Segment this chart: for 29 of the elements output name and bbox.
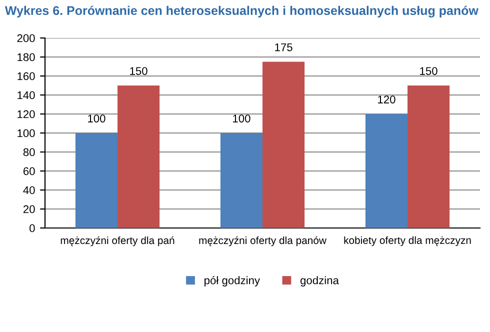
data-label: 175 — [275, 43, 292, 52]
x-tick-label: kobiety oferty dla mężczyzn — [344, 236, 471, 246]
bar — [262, 62, 305, 228]
y-tick-label: 100 — [18, 129, 35, 138]
y-tick-label: 40 — [23, 186, 35, 194]
y-tick-label: 0 — [30, 224, 35, 232]
data-label: 100 — [233, 114, 250, 122]
y-tick-label: 180 — [18, 53, 35, 62]
y-tick-label: 160 — [18, 72, 35, 80]
data-label: 120 — [378, 96, 396, 104]
bar — [408, 86, 450, 228]
x-tick-label: mężczyźni oferty dla panów — [199, 236, 327, 246]
bar — [365, 114, 408, 228]
data-label: 150 — [130, 67, 148, 75]
legend-label: pół godziny — [204, 276, 260, 286]
y-tick-label: 20 — [23, 205, 35, 214]
y-tick-label: 200 — [17, 34, 35, 42]
chart-title: Wykres 6. Porównanie cen heteroseksualnych i homoseksualnych usług panów — [4, 6, 478, 18]
data-label: 100 — [88, 114, 106, 122]
x-tick-label: mężczyźni oferty dla pań — [60, 236, 174, 246]
data-label: 150 — [420, 67, 438, 75]
y-tick-label: 80 — [23, 148, 35, 156]
y-tick-label: 140 — [18, 91, 35, 100]
bar — [75, 133, 118, 228]
y-tick-label: 60 — [23, 167, 35, 176]
y-tick-label: 120 — [18, 110, 35, 118]
bar — [118, 86, 160, 228]
bar — [220, 133, 262, 228]
legend-label: godzina — [300, 276, 339, 286]
